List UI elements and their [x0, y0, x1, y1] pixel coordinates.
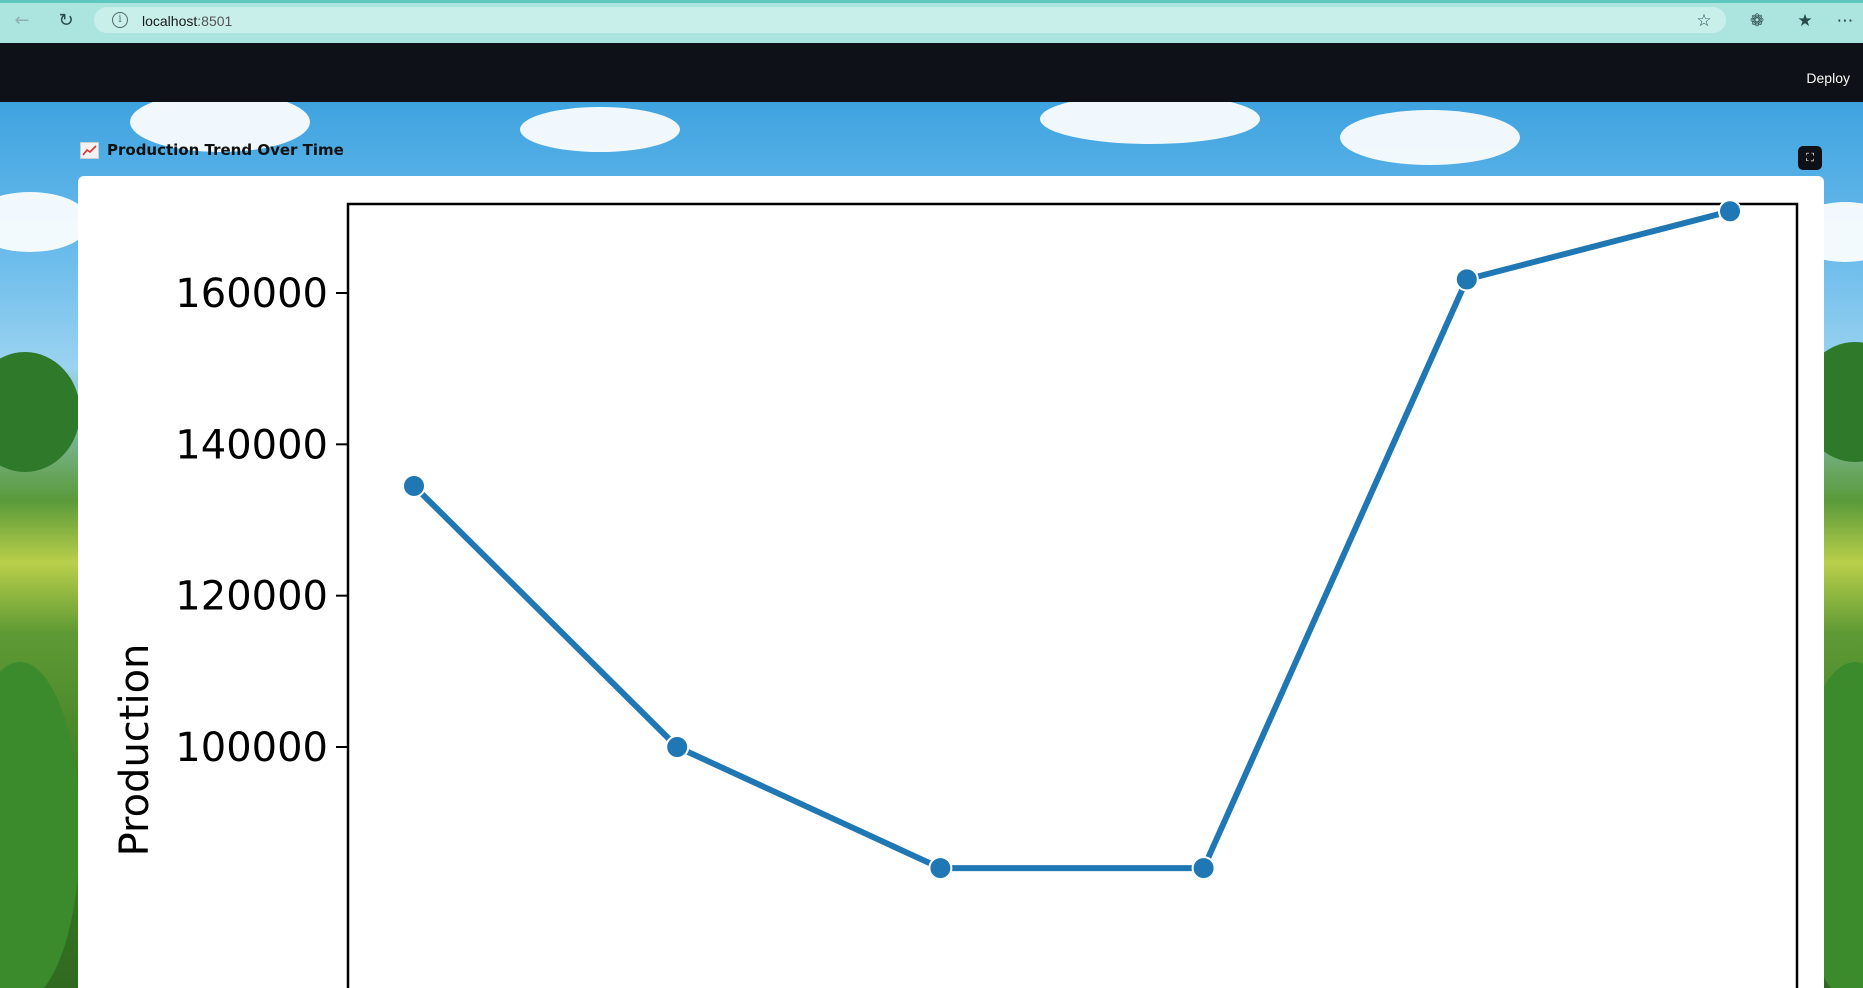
series-line: [411, 208, 1731, 872]
chart-title: Production Trend Over Time: [107, 141, 344, 159]
cloud: [1340, 110, 1520, 165]
data-point: [402, 473, 426, 498]
y-axis-label: Production: [112, 644, 158, 857]
bush: [0, 352, 80, 472]
y-tick-label: 120000: [175, 574, 328, 620]
cloud: [130, 102, 310, 152]
grass: [0, 662, 80, 988]
url-text[interactable]: localhost:8501: [142, 13, 233, 29]
site-info-icon[interactable]: i: [112, 12, 128, 28]
more-menu-icon[interactable]: ⋯: [1836, 11, 1854, 31]
extensions-icon[interactable]: ❁: [1749, 11, 1765, 31]
chart-heading: Production Trend Over Time: [80, 141, 344, 159]
data-point: [928, 856, 953, 881]
cloud: [520, 107, 680, 152]
favorites-icon[interactable]: ★: [1797, 11, 1813, 31]
cloud: [0, 192, 90, 252]
y-tick-label: 100000: [175, 725, 328, 771]
y-tick-label: 140000: [175, 422, 328, 468]
chart-trend-icon: [80, 141, 99, 159]
data-point: [665, 735, 690, 759]
back-arrow-icon[interactable]: ←: [14, 9, 30, 31]
cloud: [1040, 102, 1260, 144]
address-bar[interactable]: [94, 7, 1726, 33]
y-tick-label: 160000: [175, 271, 328, 317]
chart-card: 100000 120000 140000 160000 Production: [78, 176, 1824, 988]
deploy-button[interactable]: Deploy: [1806, 70, 1850, 86]
fullscreen-button[interactable]: ⛶: [1798, 146, 1822, 170]
bookmark-star-icon[interactable]: ☆: [1696, 11, 1712, 31]
plot-frame: [346, 202, 1799, 988]
data-point: [1454, 267, 1479, 292]
app-header: [0, 43, 1863, 102]
production-line-chart: 100000 120000 140000 160000 Production: [112, 199, 1799, 988]
reload-icon[interactable]: ↻: [58, 9, 74, 31]
data-point: [1718, 199, 1742, 224]
data-point: [1191, 856, 1216, 881]
